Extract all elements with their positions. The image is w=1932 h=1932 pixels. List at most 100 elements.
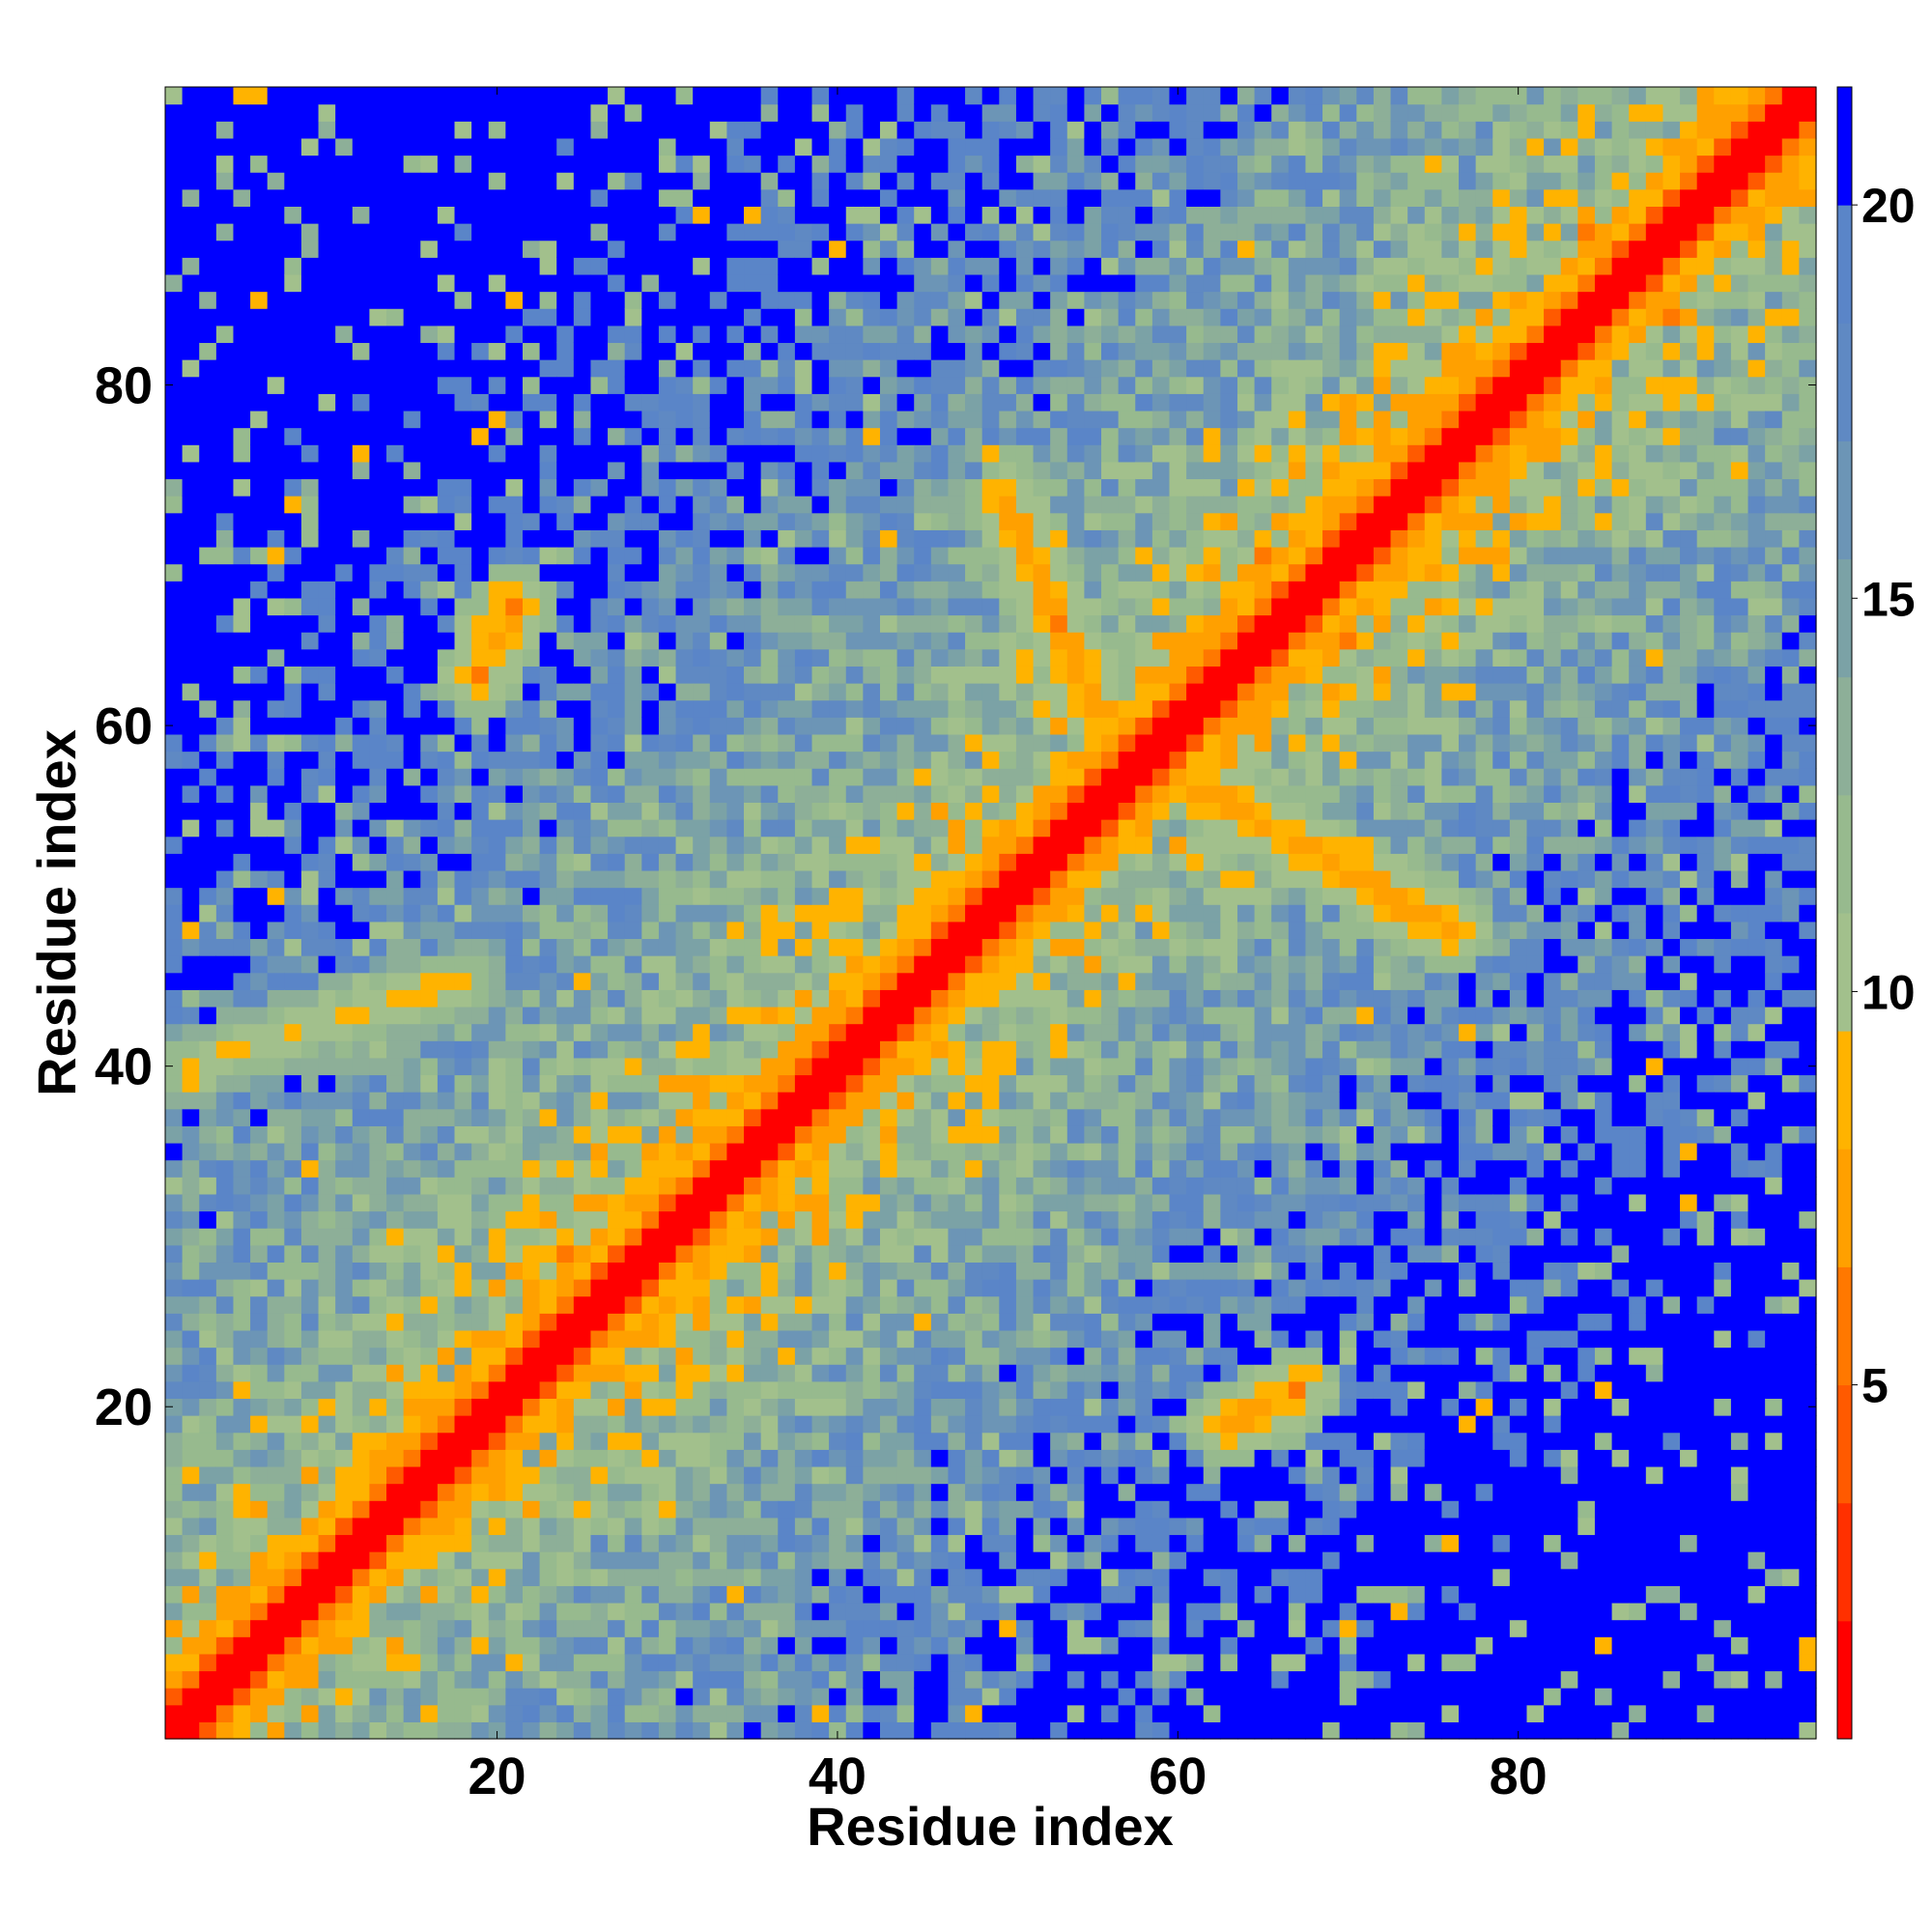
heatmap-cell (999, 1074, 1017, 1093)
heatmap-cell (284, 103, 302, 122)
heatmap-cell (556, 1023, 575, 1041)
heatmap-cell (608, 972, 626, 990)
heatmap-cell (386, 461, 405, 480)
heatmap-cell (386, 1074, 405, 1093)
heatmap-cell (845, 1602, 864, 1621)
heatmap-cell (199, 1585, 217, 1604)
heatmap-cell (165, 1347, 184, 1365)
heatmap-cell (624, 308, 642, 327)
heatmap-cell (267, 1313, 285, 1331)
heatmap-cell (199, 733, 217, 753)
heatmap-cell (505, 240, 524, 258)
heatmap-cell (896, 240, 915, 258)
heatmap-cell (675, 1125, 694, 1144)
heatmap-cell (879, 1585, 898, 1604)
heatmap-cell (930, 1602, 950, 1621)
heatmap-cell (709, 1347, 728, 1365)
heatmap-cell (522, 648, 541, 667)
heatmap-cell (318, 410, 336, 429)
heatmap-cell (693, 1295, 711, 1314)
heatmap-cell (1015, 597, 1035, 616)
heatmap-cell (471, 393, 490, 412)
heatmap-cell (879, 751, 898, 769)
heatmap-cell (215, 137, 235, 156)
heatmap-cell (522, 1279, 541, 1297)
heatmap-cell (539, 1142, 557, 1161)
heatmap-cell (284, 1688, 302, 1706)
heatmap-cell (215, 1688, 235, 1706)
heatmap-cell (556, 1228, 575, 1246)
heatmap-cell (999, 223, 1017, 242)
heatmap-cell (829, 955, 847, 974)
heatmap-cell (726, 632, 745, 650)
heatmap-cell (641, 1688, 660, 1706)
heatmap-cell (658, 1108, 677, 1126)
heatmap-cell (693, 1585, 711, 1604)
heatmap-cell (471, 1517, 490, 1536)
heatmap-cell (369, 632, 387, 650)
heatmap-cell (811, 376, 830, 394)
heatmap-cell (403, 802, 421, 820)
heatmap-cell (386, 1006, 405, 1025)
heatmap-cell (215, 1398, 235, 1416)
heatmap-cell (522, 1483, 541, 1501)
heatmap-cell (811, 1483, 830, 1501)
heatmap-cell (522, 1380, 541, 1400)
heatmap-cell (352, 1449, 371, 1467)
heatmap-cell (948, 869, 966, 889)
heatmap-cell (999, 1364, 1017, 1382)
heatmap-cell (896, 989, 915, 1008)
heatmap-cell (250, 733, 269, 753)
heatmap-cell (709, 1568, 728, 1586)
heatmap-cell (369, 921, 387, 940)
heatmap-cell (454, 427, 472, 445)
heatmap-cell (624, 581, 642, 599)
heatmap-cell (1015, 853, 1035, 871)
heatmap-cell (437, 904, 456, 923)
heatmap-cell (318, 836, 336, 854)
heatmap-cell (318, 717, 336, 735)
heatmap-cell (369, 1636, 387, 1655)
heatmap-cell (863, 1704, 881, 1722)
heatmap-cell (709, 325, 728, 344)
heatmap-cell (420, 972, 439, 990)
heatmap-cell (1033, 1329, 1051, 1349)
heatmap-cell (215, 1551, 235, 1570)
heatmap-cell (760, 1279, 779, 1297)
heatmap-cell (250, 137, 269, 156)
heatmap-cell (1033, 1449, 1051, 1467)
heatmap-cell (165, 1125, 184, 1144)
heatmap-cell (267, 257, 285, 275)
heatmap-cell (318, 1465, 336, 1485)
heatmap-cell (556, 1704, 575, 1722)
heatmap-cell (250, 188, 269, 207)
heatmap-cell (215, 1228, 235, 1246)
heatmap-cell (199, 410, 217, 429)
heatmap-cell (369, 1262, 387, 1280)
heatmap-cell (199, 223, 217, 242)
heatmap-cell (318, 563, 336, 582)
heatmap-cell (709, 1465, 728, 1485)
heatmap-cell (641, 342, 660, 360)
heatmap-cell (879, 1279, 898, 1297)
heatmap-cell (981, 717, 1000, 735)
heatmap-cell (386, 614, 405, 633)
heatmap-cell (386, 308, 405, 327)
heatmap-cell (590, 1177, 609, 1195)
heatmap-cell (693, 393, 711, 412)
heatmap-cell (608, 1483, 626, 1501)
heatmap-cell (896, 1688, 915, 1706)
heatmap-cell (658, 938, 677, 956)
heatmap-cell (999, 836, 1017, 854)
heatmap-cell (590, 206, 609, 224)
heatmap-cell (965, 512, 983, 530)
heatmap-cell (863, 1313, 881, 1331)
heatmap-cell (488, 1602, 506, 1621)
heatmap-cell (505, 972, 524, 990)
heatmap-cell (709, 632, 728, 650)
heatmap-cell (182, 648, 200, 667)
heatmap-cell (267, 1432, 285, 1450)
heatmap-cell (999, 478, 1017, 497)
heatmap-cell (182, 1347, 200, 1365)
heatmap-cell (488, 904, 506, 923)
